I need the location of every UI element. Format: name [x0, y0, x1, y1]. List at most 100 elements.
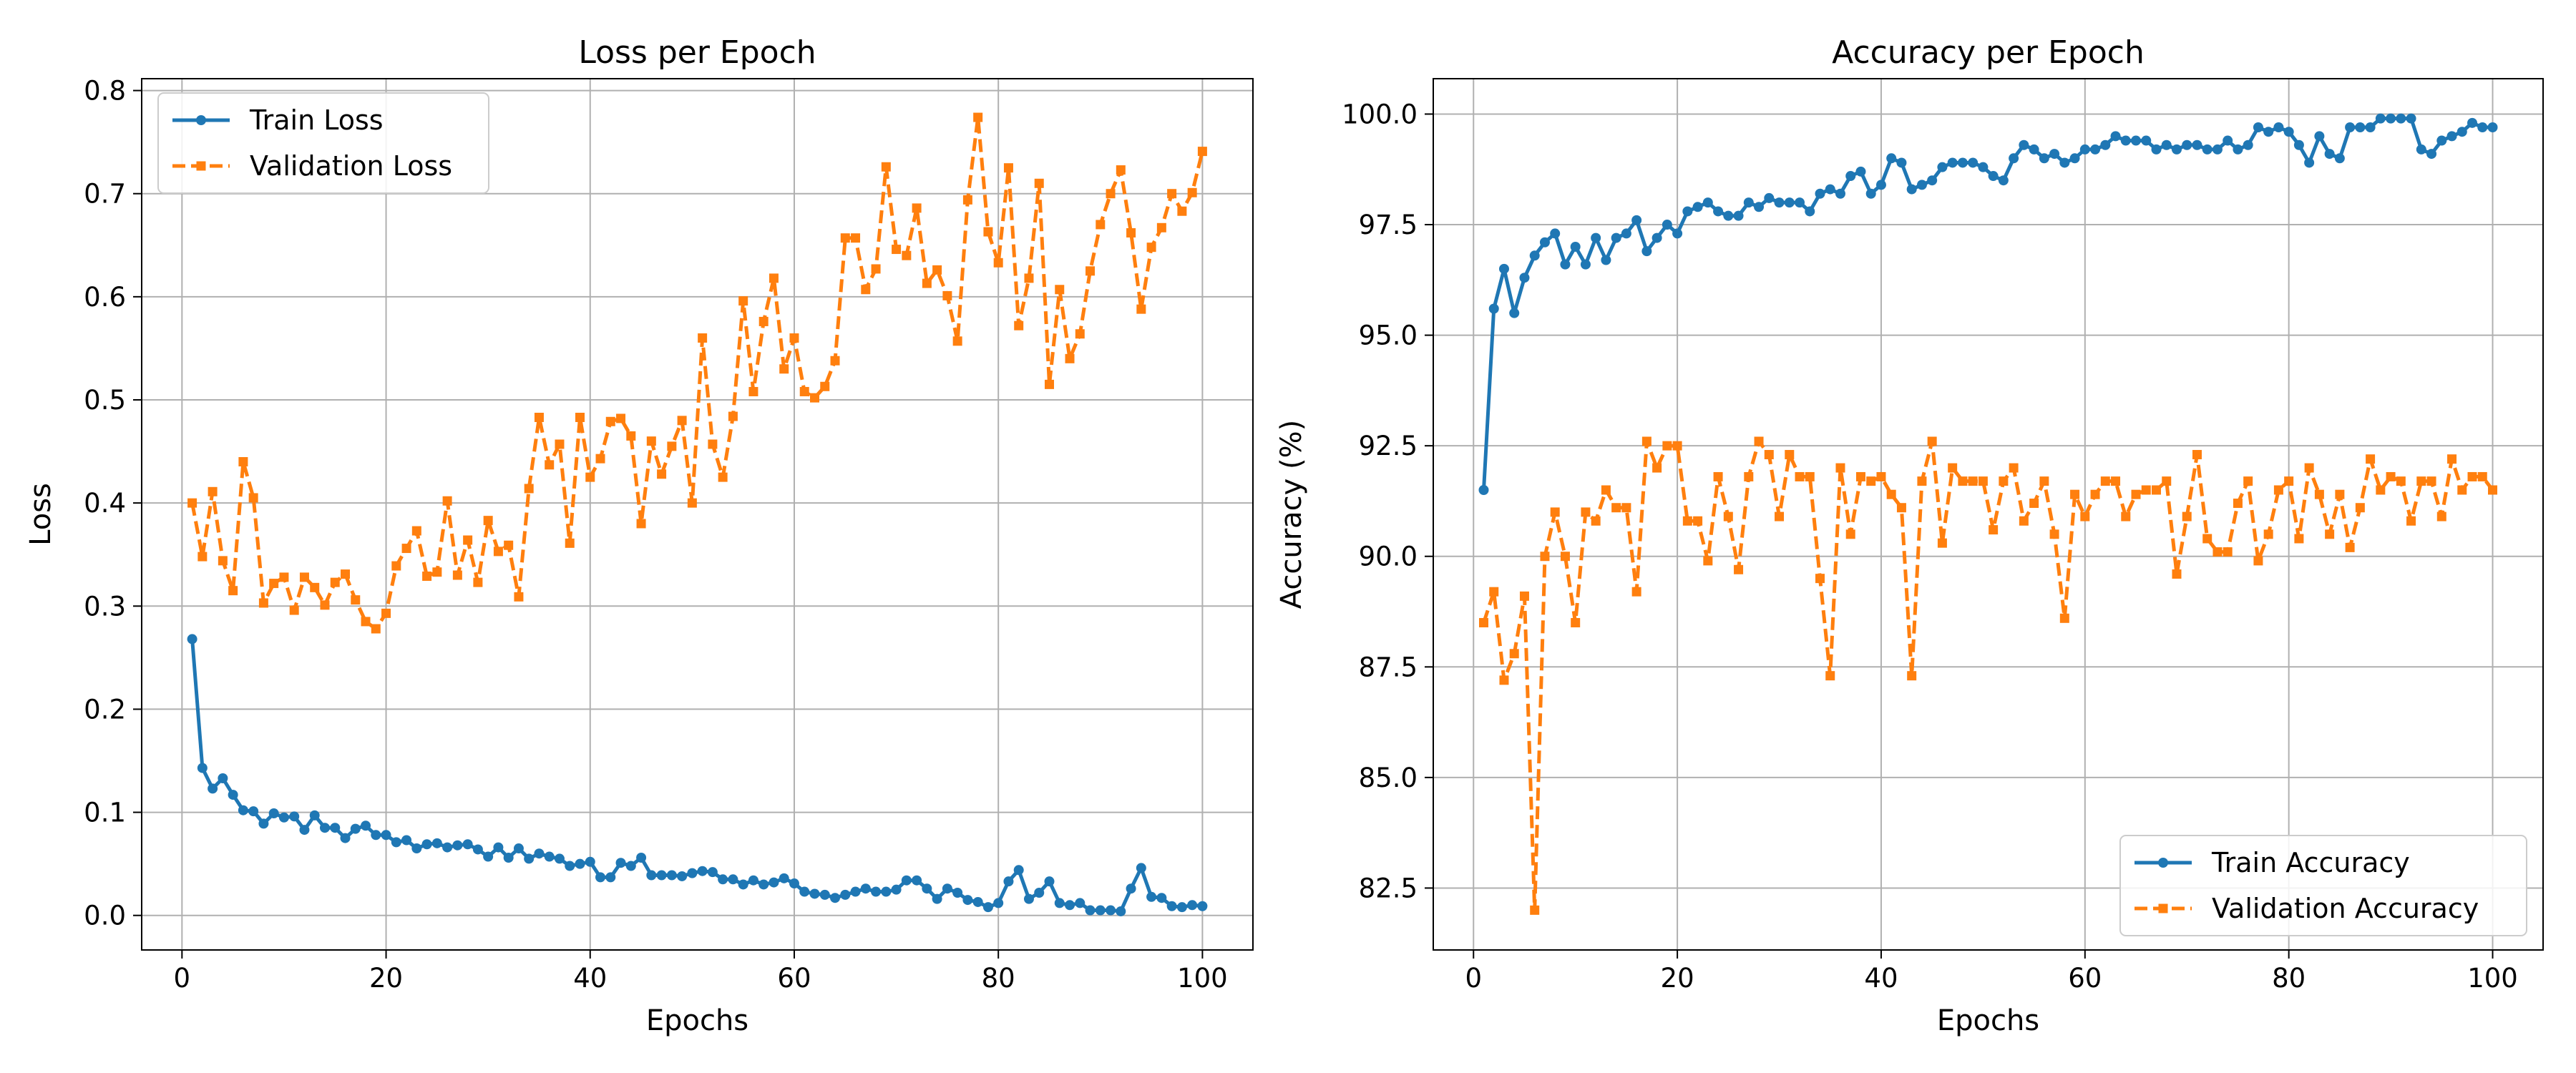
data-point — [442, 842, 453, 853]
data-point — [228, 586, 238, 596]
data-point — [278, 812, 289, 823]
chart-title: Loss per Epoch — [578, 34, 816, 71]
data-point — [2416, 476, 2426, 486]
data-point — [2223, 547, 2233, 557]
data-point — [2039, 476, 2049, 486]
legend-box — [2119, 835, 2527, 936]
data-point — [707, 867, 718, 878]
data-point — [1734, 564, 1744, 574]
data-point — [1560, 259, 1571, 270]
data-point — [2376, 485, 2386, 495]
legend-label: Train Accuracy — [2211, 847, 2410, 878]
data-point — [2457, 485, 2467, 495]
data-point — [2182, 511, 2192, 521]
data-point — [993, 898, 1004, 908]
data-point — [912, 203, 922, 213]
data-point — [411, 526, 421, 536]
data-point — [605, 416, 615, 426]
y-tick-label: 87.5 — [1359, 652, 1418, 682]
data-point — [503, 852, 514, 863]
data-point — [330, 577, 340, 587]
data-point — [299, 825, 310, 836]
data-point — [258, 818, 269, 829]
data-point — [2426, 149, 2437, 160]
data-point — [1875, 180, 1886, 190]
data-point — [687, 498, 697, 508]
data-point — [636, 852, 647, 863]
data-point — [2406, 113, 2416, 124]
data-point — [2019, 139, 2029, 150]
data-point — [2121, 511, 2131, 521]
x-axis-label: Epochs — [646, 1004, 748, 1037]
data-point — [1896, 503, 1906, 513]
data-point — [1682, 206, 1693, 217]
data-point — [973, 112, 983, 122]
data-point — [2436, 135, 2447, 146]
data-point — [544, 851, 555, 862]
data-point — [779, 873, 789, 883]
legend-marker — [2158, 858, 2168, 868]
data-point — [677, 416, 687, 426]
data-point — [2233, 144, 2243, 155]
data-point — [2059, 613, 2069, 623]
legend-marker — [196, 115, 206, 125]
data-point — [2111, 476, 2121, 486]
data-point — [524, 853, 535, 864]
data-point — [1489, 587, 1499, 597]
y-tick-label: 0.1 — [84, 798, 126, 828]
data-point — [2202, 144, 2212, 155]
data-point — [565, 538, 575, 548]
data-point — [2386, 471, 2396, 481]
data-point — [483, 851, 494, 862]
data-point — [2334, 153, 2345, 164]
data-point — [1075, 898, 1085, 908]
data-point — [830, 356, 840, 366]
data-point — [595, 872, 606, 883]
data-point — [320, 600, 330, 610]
data-point — [431, 838, 442, 848]
data-point — [2100, 139, 2111, 150]
data-point — [2487, 122, 2498, 133]
data-point — [350, 823, 361, 834]
data-point — [1723, 210, 1734, 221]
data-point — [2172, 569, 2182, 579]
data-point — [2325, 529, 2335, 539]
data-point — [616, 413, 626, 423]
y-tick-label: 0.0 — [84, 901, 126, 931]
data-point — [1085, 905, 1096, 916]
data-point — [218, 556, 228, 566]
data-point — [1835, 463, 1845, 473]
y-tick-label: 0.7 — [84, 179, 126, 210]
data-point — [758, 316, 769, 326]
data-point — [1146, 242, 1156, 253]
data-point — [1601, 255, 1611, 265]
data-point — [248, 806, 259, 817]
data-point — [871, 264, 881, 274]
data-point — [2446, 131, 2457, 142]
data-point — [1948, 463, 1958, 473]
data-point — [1024, 273, 1034, 283]
data-point — [2090, 144, 2101, 155]
data-point — [1591, 516, 1601, 526]
data-point — [902, 250, 912, 260]
data-point — [1743, 197, 1754, 208]
data-point — [625, 861, 636, 871]
data-point — [605, 872, 616, 883]
x-tick-label: 0 — [1465, 963, 1482, 994]
data-point — [2253, 122, 2263, 133]
data-point — [932, 893, 942, 904]
x-tick-label: 40 — [1864, 963, 1898, 994]
axes-frame — [1433, 78, 2544, 951]
x-tick-label: 20 — [1661, 963, 1694, 994]
data-point — [1519, 273, 1530, 283]
data-point — [1815, 188, 1825, 199]
data-point — [1126, 227, 1136, 237]
data-point — [1095, 905, 1106, 916]
data-point — [309, 810, 320, 820]
data-point — [421, 839, 432, 850]
data-point — [2304, 463, 2314, 473]
data-point — [748, 386, 758, 396]
data-point — [1927, 436, 1937, 446]
data-point — [1167, 189, 1177, 199]
data-point — [1825, 184, 1835, 195]
